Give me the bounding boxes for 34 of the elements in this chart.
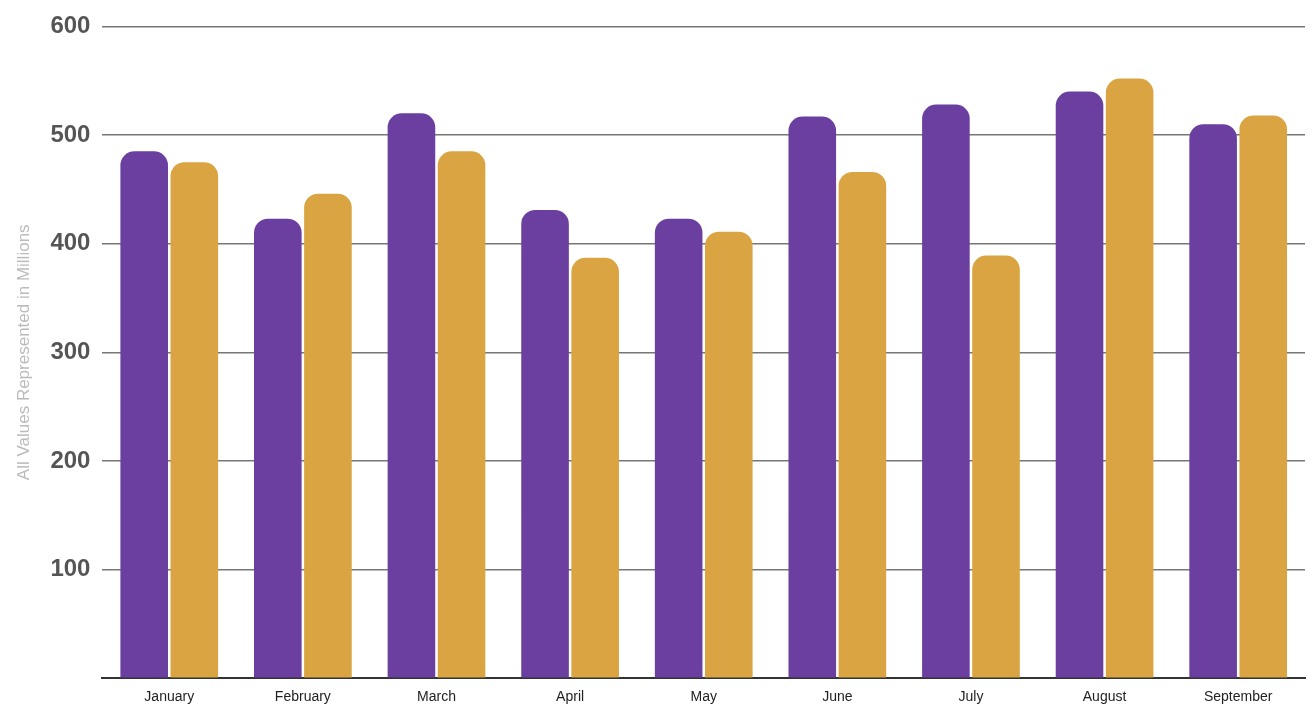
y-tick-label: 400: [50, 228, 91, 256]
x-tick-label: June: [822, 688, 853, 705]
bar: [521, 209, 569, 678]
bar: [1055, 91, 1104, 678]
x-tick-label: July: [958, 688, 984, 705]
y-tick-label: 100: [50, 554, 91, 582]
bar: [838, 171, 887, 678]
x-tick-label: April: [556, 688, 585, 705]
bar: [788, 116, 837, 678]
x-tick-label: September: [1203, 688, 1273, 705]
x-tick-label: February: [274, 688, 331, 705]
bar: [1105, 78, 1154, 678]
bar: [387, 113, 436, 678]
bar: [654, 218, 703, 678]
bar: [1239, 115, 1288, 678]
bar: [571, 257, 619, 678]
x-tick-label: March: [417, 688, 456, 705]
bar: [170, 162, 219, 678]
bar: [304, 193, 352, 678]
y-tick-label: 200: [50, 445, 91, 473]
y-tick-label: 500: [50, 119, 91, 147]
x-tick-label: January: [144, 688, 195, 705]
bar: [704, 231, 753, 678]
bar: [120, 151, 168, 678]
bar: [922, 104, 970, 678]
bar: [254, 218, 302, 678]
bar: [437, 151, 486, 678]
y-tick-label: 300: [50, 336, 91, 364]
bar: [972, 255, 1020, 678]
x-tick-label: May: [690, 688, 717, 705]
bar: [1189, 124, 1237, 678]
y-axis-title: All Values Represented in Millions: [13, 224, 33, 481]
x-tick-label: August: [1082, 688, 1127, 705]
y-tick-label: 600: [50, 11, 91, 39]
